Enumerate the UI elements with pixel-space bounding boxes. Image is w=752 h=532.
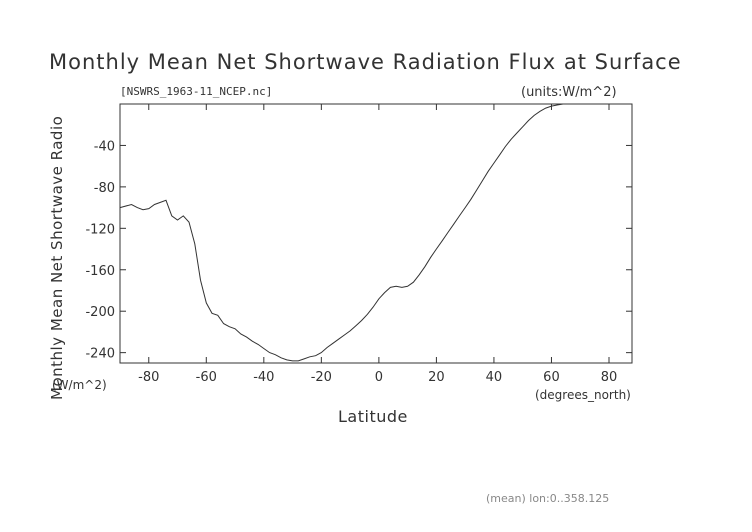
y-tick-label: -120	[85, 222, 115, 237]
x-axis-label: Latitude	[338, 407, 408, 426]
x-tick-label: -40	[253, 370, 274, 385]
plot-frame	[119, 103, 633, 364]
x-tick-label: 0	[375, 370, 383, 385]
chart-units: (units:W/m^2)	[521, 85, 617, 100]
x-tick-label: 60	[543, 370, 560, 385]
y-tick-label: -80	[94, 181, 115, 196]
footnote: (mean) lon:0..358.125	[486, 492, 609, 505]
x-tick-label: 80	[601, 370, 618, 385]
x-tick-label: 40	[486, 370, 503, 385]
y-tick-label: -160	[85, 264, 115, 279]
y-axis-label: Monthly Mean Net Shortwave Radio	[48, 116, 66, 400]
series-line	[119, 103, 632, 362]
chart-title: Monthly Mean Net Shortwave Radiation Flu…	[49, 50, 682, 74]
y-tick-label: -40	[94, 139, 115, 154]
x-tick-label: -80	[138, 370, 159, 385]
x-tick-label: -60	[196, 370, 217, 385]
y-tick-label: -200	[85, 305, 115, 320]
y-axis-units: (W/m^2)	[52, 378, 107, 392]
chart-subtitle: [NSWRS_1963-11_NCEP.nc]	[120, 85, 272, 98]
x-axis-units: (degrees_north)	[535, 388, 631, 402]
y-axis: -40 -80 -120 -160 -200 -240	[85, 139, 632, 362]
x-tick-label: 20	[428, 370, 445, 385]
x-tick-label: -20	[311, 370, 332, 385]
x-axis: -80 -60 -40 -20 0 20 40 60 80	[138, 104, 617, 385]
y-tick-label: -240	[85, 347, 115, 362]
